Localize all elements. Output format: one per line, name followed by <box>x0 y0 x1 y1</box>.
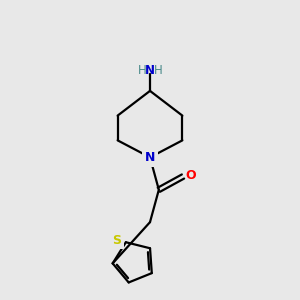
Text: O: O <box>185 169 196 182</box>
Text: H: H <box>154 64 163 77</box>
Text: H: H <box>137 64 146 77</box>
Text: N: N <box>145 151 155 164</box>
Text: N: N <box>145 64 155 77</box>
Text: S: S <box>112 234 122 247</box>
